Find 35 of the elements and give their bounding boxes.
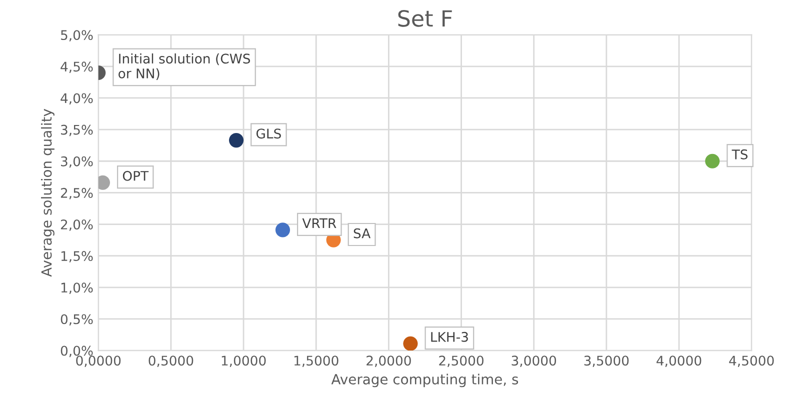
series-label: TS xyxy=(732,149,748,160)
y-tick-label: 0,0% xyxy=(60,346,93,358)
point xyxy=(705,154,720,168)
series-label: VRTR xyxy=(302,218,336,228)
x-tick-label: 0,0000 xyxy=(76,356,121,367)
y-tick-label: 3,0% xyxy=(61,156,93,168)
x-tick-label: 3,5000 xyxy=(584,356,629,367)
y-tick-label: 1,0% xyxy=(61,282,93,294)
point xyxy=(403,336,418,351)
x-axis-title: Average computing time, s xyxy=(331,374,518,388)
x-tick-label: 2,0000 xyxy=(366,356,411,367)
chart-title: Set F xyxy=(398,10,452,27)
x-tick-label: 3,0000 xyxy=(512,356,556,367)
point xyxy=(228,133,244,148)
series-label: LKH-3 xyxy=(431,332,468,342)
y-tick-label: 3,5% xyxy=(61,124,93,136)
y-tick-label: 5,0% xyxy=(61,30,93,42)
series-label: Initial solution (CWS or NN) xyxy=(118,53,250,80)
y-tick-label: 2,0% xyxy=(60,219,93,231)
x-tick-label: 2,5000 xyxy=(439,356,484,367)
x-tick-label: 1,5000 xyxy=(294,356,338,367)
series-label: SA xyxy=(354,228,371,238)
x-tick-label: 4,0000 xyxy=(656,356,702,367)
y-tick-label: 1,5% xyxy=(61,251,93,262)
y-tick-label: 4,0% xyxy=(60,93,93,105)
point xyxy=(275,222,290,238)
y-axis-title: Average solution quality xyxy=(40,108,54,277)
y-tick-label: 2,5% xyxy=(60,188,93,200)
series-label: OPT xyxy=(122,170,149,181)
x-tick-label: 0,5000 xyxy=(148,356,194,367)
y-tick-label: 4,5% xyxy=(60,62,93,73)
series-label: GLS xyxy=(256,128,281,139)
x-tick-label: 1,0000 xyxy=(222,356,266,367)
y-tick-label: 0,5% xyxy=(60,314,93,326)
x-tick-label: 4,5000 xyxy=(729,356,774,367)
